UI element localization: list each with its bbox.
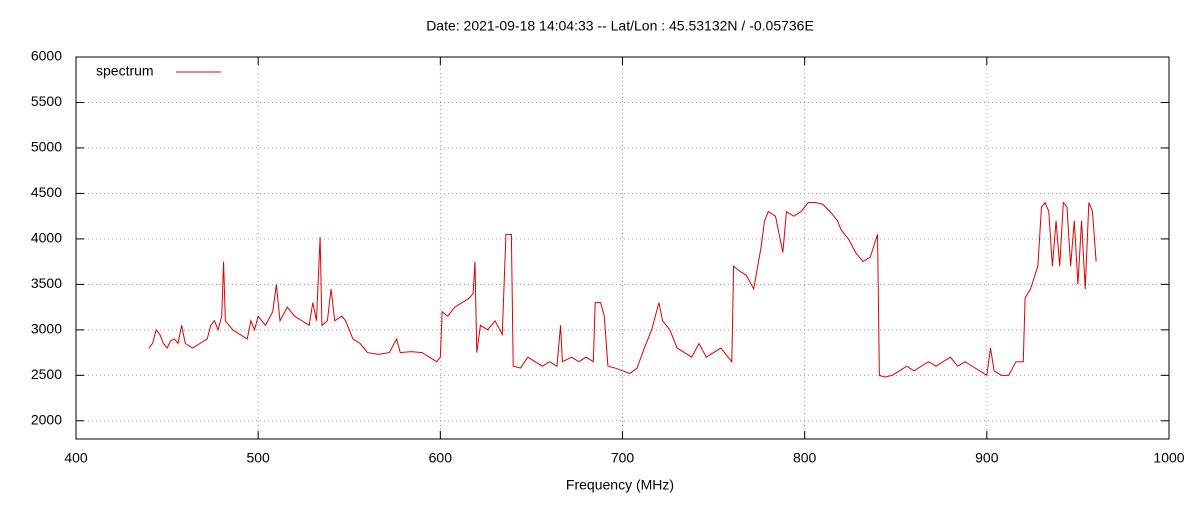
x-tick-label: 600 bbox=[429, 450, 453, 466]
legend-label: spectrum bbox=[96, 63, 154, 79]
x-tick-label: 800 bbox=[793, 450, 817, 466]
x-tick-label: 1000 bbox=[1153, 450, 1184, 466]
y-tick-label: 3000 bbox=[31, 321, 62, 337]
y-tick-label: 5500 bbox=[31, 93, 62, 109]
y-tick-label: 6000 bbox=[31, 48, 62, 64]
y-tick-label: 2000 bbox=[31, 412, 62, 428]
x-tick-label: 900 bbox=[975, 450, 999, 466]
y-tick-label: 4500 bbox=[31, 184, 62, 200]
x-tick-label: 500 bbox=[246, 450, 270, 466]
y-tick-label: 4000 bbox=[31, 230, 62, 246]
y-tick-label: 5000 bbox=[31, 139, 62, 155]
y-tick-label: 2500 bbox=[31, 366, 62, 382]
x-tick-label: 400 bbox=[64, 450, 88, 466]
spectrum-line bbox=[148, 201, 1097, 378]
x-tick-label: 700 bbox=[611, 450, 635, 466]
chart-title: Date: 2021-09-18 14:04:33 -- Lat/Lon : 4… bbox=[426, 18, 814, 34]
x-axis-label: Frequency (MHz) bbox=[566, 477, 674, 493]
y-tick-label: 3500 bbox=[31, 275, 62, 291]
plot-frame bbox=[75, 56, 1170, 440]
